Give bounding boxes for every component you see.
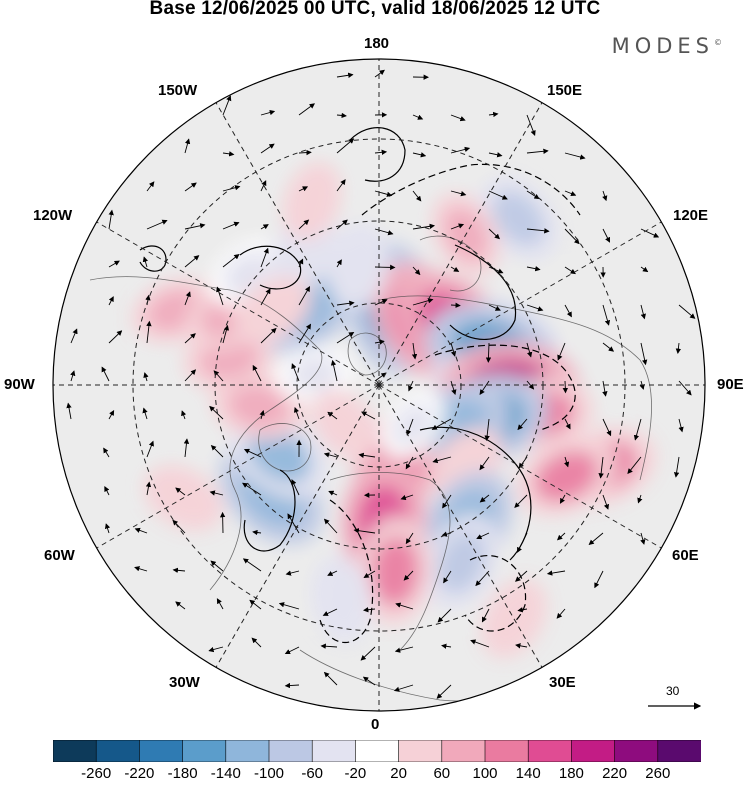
colorbar-tick-label: -260 [81, 765, 111, 782]
lon-label-150w: 150W [158, 82, 197, 99]
colorbar-swatch [269, 740, 313, 762]
lon-label-180: 180 [364, 35, 389, 52]
colorbar-swatch [312, 740, 356, 762]
colorbar-tick-label: 20 [390, 765, 407, 782]
colorbar-tick-label: 180 [559, 765, 584, 782]
colorbar-tick-label: 60 [433, 765, 450, 782]
colorbar-tick-label: -60 [301, 765, 323, 782]
colorbar-tick-label: 100 [472, 765, 497, 782]
colorbar-tick-label: -100 [254, 765, 284, 782]
colorbar-swatch [658, 740, 701, 762]
colorbar-tick-label: 140 [516, 765, 541, 782]
colorbar-swatch [571, 740, 615, 762]
wind-arrow [451, 305, 460, 306]
colorbar-swatch [399, 740, 443, 762]
colorbar-swatch [139, 740, 183, 762]
colorbar-tick-label: -140 [211, 765, 241, 782]
colorbar-swatch [528, 740, 572, 762]
colorbar-tick-label: 220 [602, 765, 627, 782]
colorbar-swatch [615, 740, 659, 762]
lon-label-30e: 30E [549, 674, 576, 691]
colorbar-labels: -260 -220 -180 -140 -100 -60 -20 20 60 100 140 180 2… [0, 765, 750, 785]
lon-label-150e: 150E [547, 82, 582, 99]
colorbar-swatch [442, 740, 486, 762]
colorbar-swatch [226, 740, 270, 762]
colorbar-tick-label: -180 [168, 765, 198, 782]
lon-label-60w: 60W [44, 547, 75, 564]
lon-label-0: 0 [371, 716, 379, 733]
lon-label-120w: 120W [33, 207, 72, 224]
colorbar-tick-label: -220 [124, 765, 154, 782]
wind-arrow [565, 381, 566, 392]
colorbar-swatch [485, 740, 529, 762]
lon-label-30w: 30W [169, 674, 200, 691]
lon-label-60e: 60E [672, 547, 699, 564]
colorbar-tick-label: -20 [345, 765, 367, 782]
colorbar-swatch [53, 740, 97, 762]
lon-label-120e: 120E [673, 207, 708, 224]
lon-label-90w: 90W [4, 376, 35, 393]
colorbar-swatch [96, 740, 140, 762]
colorbar-swatch [355, 740, 399, 762]
colorbar [53, 740, 701, 762]
lon-label-90e: 90E [717, 376, 744, 393]
wind-arrow [375, 267, 395, 268]
reference-vector-label: 30 [666, 684, 679, 698]
colorbar-tick-label: 260 [645, 765, 670, 782]
colorbar-swatch [183, 740, 227, 762]
